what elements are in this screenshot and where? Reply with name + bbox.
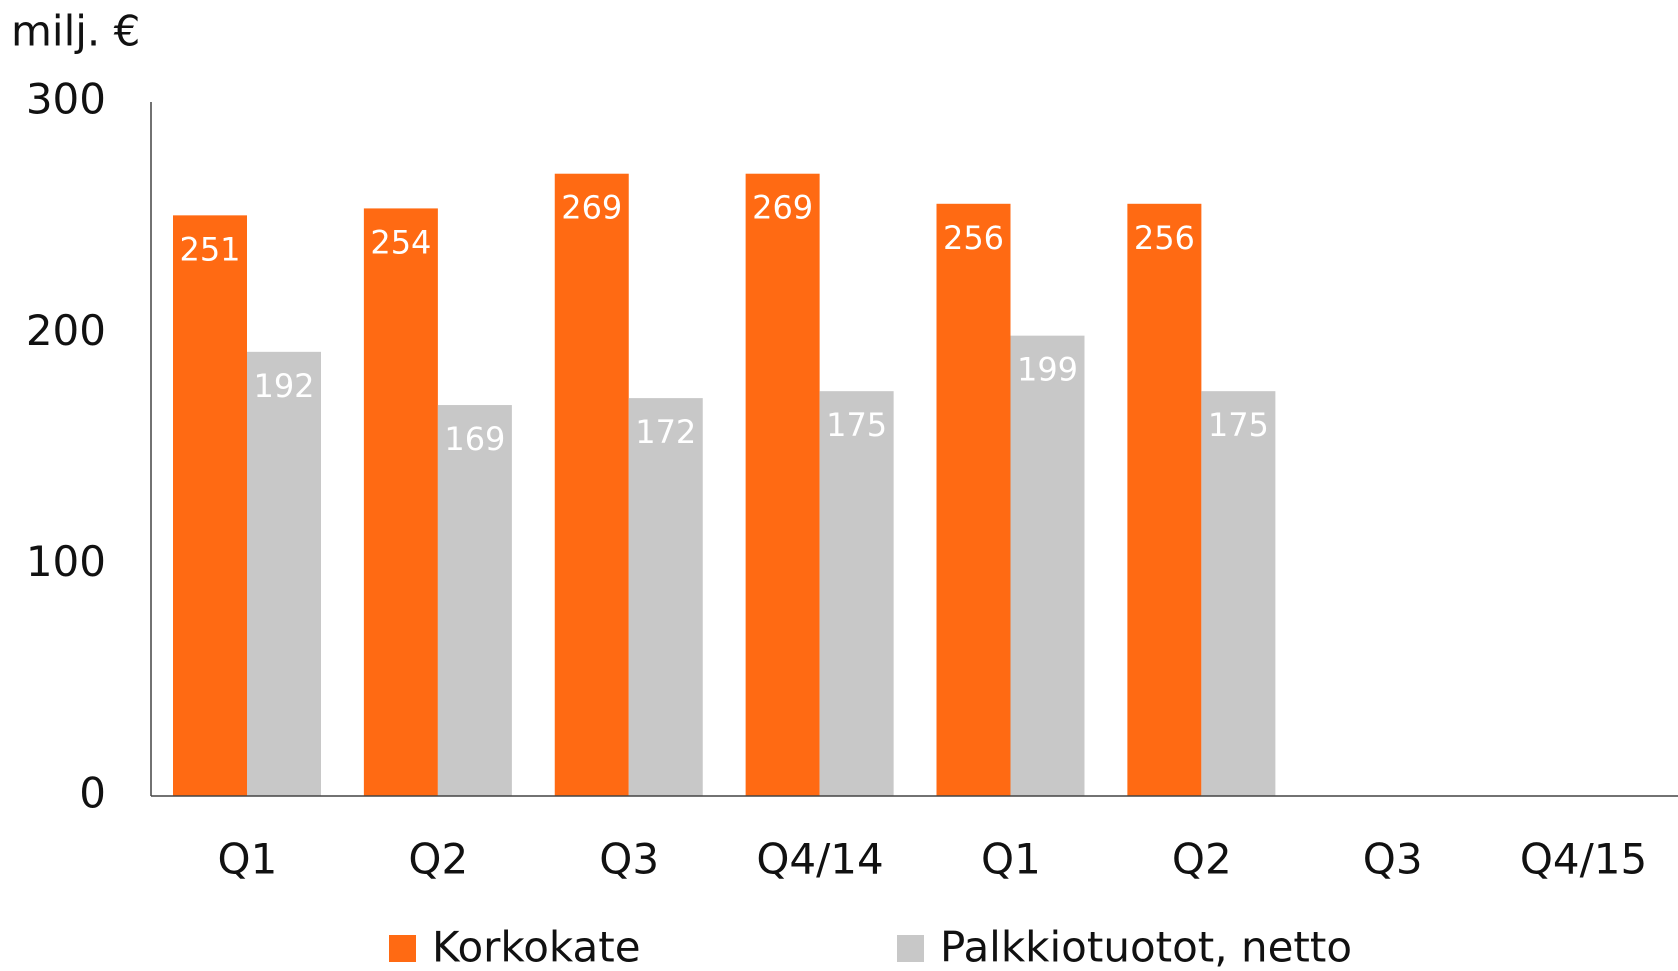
data-label: 175 [826, 406, 887, 444]
x-tick-label: Q1 [218, 835, 278, 884]
legend-swatch [389, 935, 416, 962]
y-tick-label: 0 [79, 769, 106, 818]
data-label: 199 [1017, 351, 1078, 389]
bar [819, 391, 894, 796]
legend-label: Palkkiotuotot, netto [940, 923, 1352, 971]
y-tick-label: 300 [26, 75, 106, 124]
bar [173, 215, 247, 796]
bar [1010, 335, 1085, 796]
bar [437, 405, 512, 796]
x-tick-label: Q4/14 [756, 835, 883, 884]
bar [628, 398, 703, 796]
bar [1201, 391, 1276, 796]
x-tick-label: Q4/15 [1520, 835, 1647, 884]
x-tick-label: Q3 [1363, 835, 1423, 884]
legend-swatch [897, 935, 924, 962]
bar [247, 351, 321, 796]
x-tick-label: Q1 [981, 835, 1041, 884]
data-label: 254 [370, 223, 431, 261]
data-label: 256 [1134, 219, 1195, 257]
data-label: 175 [1208, 406, 1269, 444]
x-tick-label: Q2 [1172, 835, 1232, 884]
data-label: 192 [253, 367, 314, 405]
data-label: 172 [635, 413, 696, 451]
bar [363, 208, 438, 796]
bar [745, 173, 820, 797]
bar [554, 173, 629, 797]
bar [1127, 203, 1202, 796]
bar [936, 203, 1011, 796]
data-label: 169 [444, 420, 505, 458]
x-tick-label: Q3 [599, 835, 659, 884]
y-axis-label: milj. € [11, 7, 140, 56]
data-label: 256 [943, 219, 1004, 257]
y-tick-label: 100 [26, 537, 106, 586]
data-label: 269 [561, 189, 622, 227]
x-tick-label: Q2 [408, 835, 468, 884]
legend-label: Korkokate [432, 923, 641, 971]
data-label: 251 [179, 230, 240, 268]
y-tick-label: 200 [26, 306, 106, 355]
data-label: 269 [752, 189, 813, 227]
